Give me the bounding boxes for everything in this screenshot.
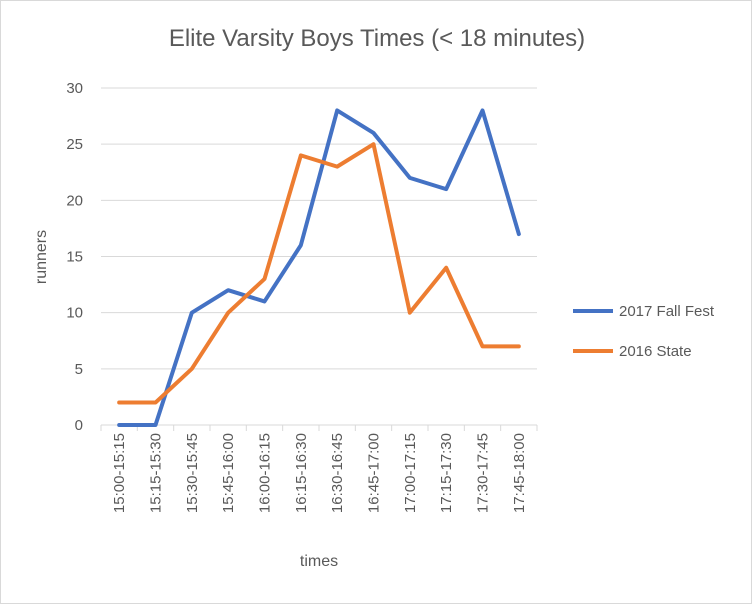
legend-swatch-2016-state — [573, 349, 613, 353]
x-tick-label: 17:30-17:45 — [475, 433, 492, 513]
x-tick-label: 15:45-16:00 — [220, 433, 237, 513]
legend: 2017 Fall Fest 2016 State — [573, 301, 714, 381]
x-tick-label: 16:00-16:15 — [257, 433, 274, 513]
chart-title: Elite Varsity Boys Times (< 18 minutes) — [168, 25, 586, 52]
x-tick-label: 16:45-17:00 — [366, 433, 383, 513]
y-tick-label: 5 — [75, 361, 83, 378]
x-axis-label: times — [299, 553, 339, 570]
y-tick-label: 15 — [66, 249, 83, 266]
legend-label: 2016 State — [619, 342, 692, 360]
legend-item-2017-fall-fest: 2017 Fall Fest — [573, 301, 714, 321]
legend-swatch-2017-fall-fest — [573, 309, 613, 313]
x-tick-label: 15:15-15:30 — [148, 433, 165, 513]
legend-item-2016-state: 2016 State — [573, 341, 714, 361]
series-line-2016-state — [117, 142, 521, 405]
y-tick-label: 10 — [66, 305, 83, 322]
y-tick-label: 0 — [75, 417, 83, 434]
series-line-2017-fall-fest — [117, 108, 521, 427]
x-tick-label: 15:00-15:15 — [111, 433, 128, 513]
x-tick-label: 16:30-16:45 — [329, 433, 346, 513]
x-tick-label: 16:15-16:30 — [293, 433, 310, 513]
y-tick-label: 20 — [66, 192, 83, 209]
y-tick-label: 25 — [66, 136, 83, 153]
x-tick-label: 15:30-15:45 — [184, 433, 201, 513]
x-tick-label: 17:15-17:30 — [438, 433, 455, 513]
legend-label: 2017 Fall Fest — [619, 302, 715, 320]
x-tick-label: 17:00-17:15 — [402, 433, 419, 513]
y-tick-label: 30 — [66, 80, 83, 97]
x-tick-label: 17:45-18:00 — [511, 433, 528, 513]
